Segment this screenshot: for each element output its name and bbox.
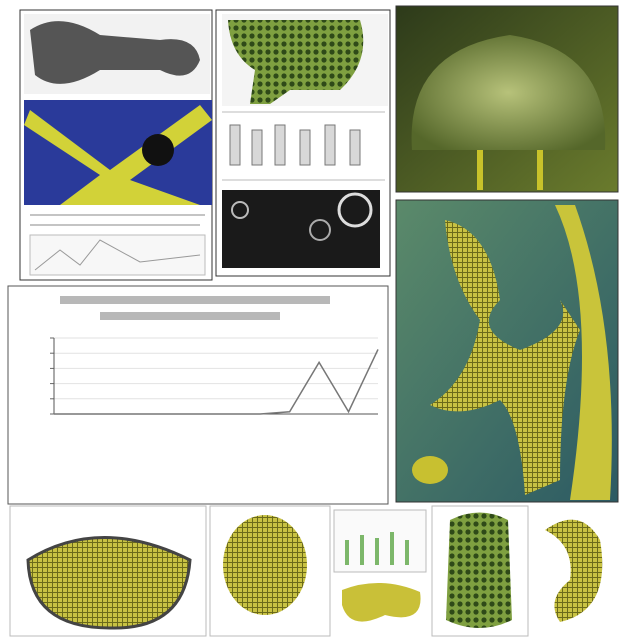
cell xyxy=(309,219,331,241)
title-blur xyxy=(60,296,330,304)
sketch xyxy=(229,124,361,166)
stem xyxy=(477,150,543,190)
subtitle-blur xyxy=(100,312,280,320)
cell xyxy=(231,201,249,219)
divider xyxy=(222,111,385,181)
blob xyxy=(412,456,448,484)
hole xyxy=(142,134,174,166)
text-lines xyxy=(30,214,205,226)
stalk xyxy=(555,205,612,500)
dome xyxy=(411,35,606,150)
shape xyxy=(24,105,212,205)
chart xyxy=(50,337,379,415)
cone xyxy=(446,512,512,628)
blob xyxy=(342,582,421,622)
mini-chart xyxy=(29,234,206,276)
mini-chart xyxy=(333,509,427,573)
curl xyxy=(545,519,603,622)
organelle xyxy=(26,536,192,630)
cell xyxy=(337,192,373,228)
data-line xyxy=(54,349,379,415)
chart-panel xyxy=(7,285,389,505)
sculpture xyxy=(30,21,200,84)
mini-line xyxy=(34,239,201,271)
branch xyxy=(430,220,580,495)
mini-bars xyxy=(345,532,409,565)
cell xyxy=(223,515,307,615)
lattice xyxy=(228,20,364,104)
micrograph xyxy=(222,190,380,268)
